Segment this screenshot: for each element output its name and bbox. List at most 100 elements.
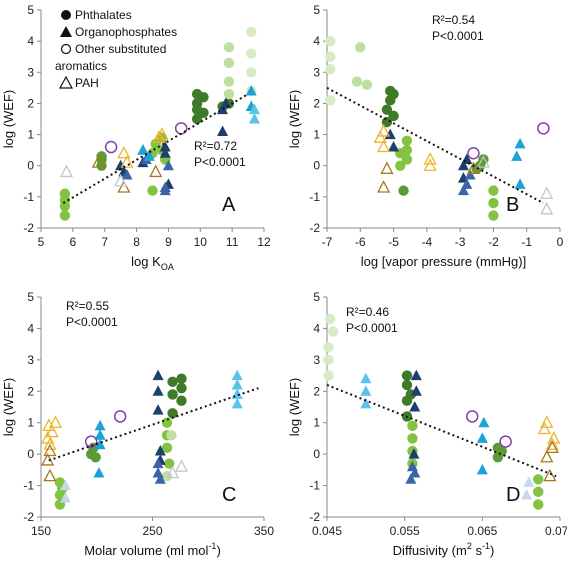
data-point xyxy=(167,376,178,388)
data-point xyxy=(409,401,421,412)
y-axis-label: log (WEF) xyxy=(1,378,16,437)
stat-label: P<0.0001 xyxy=(66,315,118,329)
data-point xyxy=(147,185,158,196)
y-tick-label: -2 xyxy=(23,510,34,524)
data-point xyxy=(388,110,399,122)
data-point xyxy=(323,342,334,353)
y-tick-label: -2 xyxy=(23,221,34,235)
panel-letter: B xyxy=(506,194,519,216)
y-tick-label: 4 xyxy=(313,321,320,335)
legend-label: Other substituted xyxy=(75,42,166,56)
x-tick-label: -4 xyxy=(422,235,433,249)
data-point xyxy=(223,42,235,53)
y-tick-label: 2 xyxy=(313,384,320,398)
x-tick-label: 8 xyxy=(133,235,140,249)
data-point xyxy=(407,420,418,432)
data-point xyxy=(121,169,133,180)
data-point xyxy=(198,107,209,118)
data-point xyxy=(401,144,413,156)
data-point xyxy=(246,67,257,78)
y-tick-label: 3 xyxy=(27,65,34,79)
y-tick-label: 4 xyxy=(313,34,320,48)
x-tick-label: 5 xyxy=(38,235,45,249)
data-point xyxy=(545,437,559,450)
data-point xyxy=(154,473,166,484)
data-point xyxy=(159,147,171,158)
data-point xyxy=(120,155,134,168)
x-tick-label: 6 xyxy=(70,235,77,249)
data-point xyxy=(159,181,171,193)
data-point xyxy=(152,467,164,478)
data-point xyxy=(137,144,149,155)
data-point xyxy=(533,474,544,485)
data-point xyxy=(48,415,63,428)
y-tick-label: 0 xyxy=(27,447,34,461)
x-tick-label: 9 xyxy=(165,235,172,249)
data-point xyxy=(246,48,257,59)
trend-line xyxy=(62,93,249,204)
data-point xyxy=(43,443,57,457)
stat-label: P<0.0001 xyxy=(194,155,246,169)
data-point xyxy=(164,458,175,469)
data-point xyxy=(152,385,164,396)
data-point xyxy=(514,137,526,149)
data-point xyxy=(113,410,127,423)
stat-label: R²=0.54 xyxy=(432,13,475,27)
data-point xyxy=(373,130,387,143)
y-axis-label: log (WEF) xyxy=(287,378,302,437)
y-tick-label: 5 xyxy=(27,3,34,17)
data-point xyxy=(43,468,57,482)
data-point xyxy=(401,154,413,165)
data-point xyxy=(410,369,422,381)
stat-label: R²=0.55 xyxy=(66,299,109,313)
x-tick-label: -3 xyxy=(455,235,466,249)
x-tick-label: -7 xyxy=(322,235,333,249)
data-point xyxy=(45,424,59,438)
data-point xyxy=(246,26,257,37)
x-tick-label: 250 xyxy=(142,524,162,538)
data-point xyxy=(166,430,177,441)
panel-letter: C xyxy=(222,484,236,506)
panel-c: -2 -1 0 1 2 3 4 5 150 250 350 log (WEF) Molar volume… xyxy=(1,290,274,558)
data-point xyxy=(59,164,74,178)
data-point xyxy=(152,457,164,469)
data-point xyxy=(198,92,209,103)
legend-label: Organophosphates xyxy=(75,25,177,39)
data-point xyxy=(523,476,535,487)
data-point xyxy=(409,467,421,478)
y-tick-label: 5 xyxy=(313,290,320,304)
y-tick-label: 1 xyxy=(313,416,320,430)
data-point xyxy=(60,479,72,491)
data-point xyxy=(143,150,155,161)
data-point xyxy=(540,201,554,215)
x-tick-label: 150 xyxy=(31,524,51,538)
data-point xyxy=(165,465,180,479)
y-tick-label: 2 xyxy=(27,384,34,398)
data-point xyxy=(537,122,550,135)
data-point xyxy=(43,437,57,450)
data-point xyxy=(537,421,552,435)
data-point xyxy=(355,42,366,53)
x-tick-label: -6 xyxy=(355,235,366,249)
trend-line xyxy=(326,86,544,204)
x-axis-label: log [vapor pressure (mmHg)] xyxy=(361,254,526,269)
data-point xyxy=(405,473,417,484)
legend-marker xyxy=(60,26,72,37)
data-point xyxy=(91,155,105,168)
data-point xyxy=(152,130,166,143)
data-point xyxy=(167,389,178,400)
data-point xyxy=(478,416,490,428)
data-point xyxy=(476,432,488,443)
data-point xyxy=(231,379,243,390)
data-point xyxy=(457,159,469,171)
y-tick-label: 2 xyxy=(27,96,34,110)
data-point xyxy=(248,113,260,124)
panel-letter: A xyxy=(222,194,236,216)
panel-d: -2 -1 0 1 2 3 4 5 0.045 0.055 0.065 0.075 log (WEF) D… xyxy=(287,290,567,558)
stat-label: P<0.0001 xyxy=(432,29,484,43)
data-point xyxy=(423,152,437,165)
y-tick-label: 5 xyxy=(313,3,320,17)
x-tick-label: 0.075 xyxy=(545,524,567,538)
trend-line xyxy=(326,384,557,478)
